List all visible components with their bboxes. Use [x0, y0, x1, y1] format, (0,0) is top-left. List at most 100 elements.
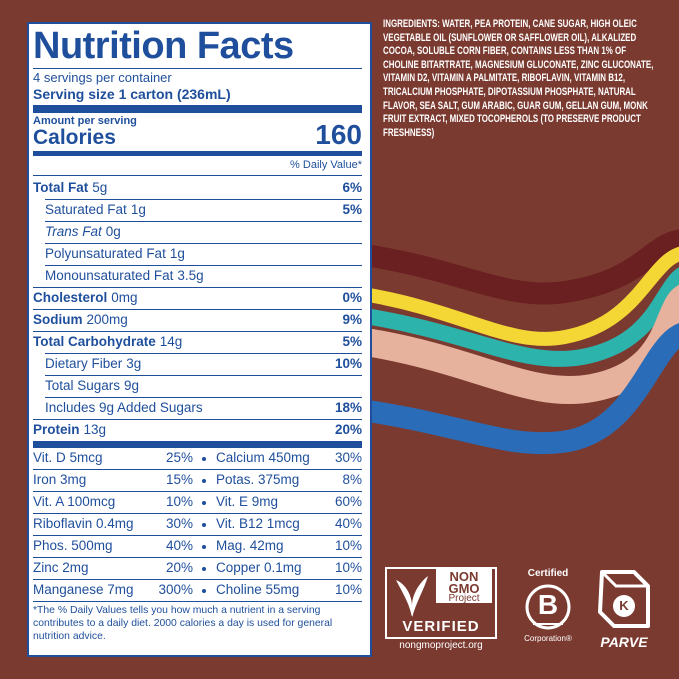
nutrient-name: Polyunsaturated Fat	[45, 246, 166, 261]
nutrient-row: Includes 9g Added Sugars	[45, 397, 203, 419]
nutrient-name: Includes 9g Added Sugars	[45, 400, 203, 415]
vitamin-daily-value: 10%	[334, 538, 362, 553]
nutrient-amount: 0g	[105, 224, 121, 239]
vitamin-name: Mag. 42mg	[216, 538, 284, 553]
nutrient-daily-value: 20%	[334, 422, 362, 437]
amount-per-serving: Amount per serving	[33, 115, 137, 127]
calories-label: Calories	[33, 126, 116, 149]
calories-value: 160	[315, 119, 362, 150]
ingredients: INGREDIENTS: WATER, PEA PROTEIN, CANE SU…	[383, 18, 654, 139]
non-gmo-line3: Project	[448, 593, 480, 604]
nutrient-daily-value: 5%	[342, 202, 362, 217]
nutrient-row: Dietary Fiber 3g	[45, 353, 141, 375]
vitamin-daily-value: 15%	[165, 472, 193, 487]
nutrient-name: Total Carbohydrate	[33, 334, 156, 349]
vitamin-daily-value: 25%	[165, 450, 193, 465]
rule	[33, 601, 362, 602]
vitamin-name: Iron 3mg	[33, 472, 87, 487]
rule	[33, 469, 362, 470]
vitamin-daily-value: 30%	[334, 450, 362, 465]
serving-size: Serving size 1 carton (236mL)	[33, 86, 231, 102]
rule	[33, 151, 362, 156]
nutrient-daily-value: 5%	[342, 334, 362, 349]
rule	[33, 331, 362, 332]
non-gmo-line1: NON	[449, 569, 479, 584]
kosher-symbol	[598, 570, 650, 628]
vitamin-daily-value: 20%	[165, 560, 193, 575]
nutrient-daily-value: 18%	[334, 400, 362, 415]
separator-dot	[202, 567, 206, 571]
rule	[33, 105, 362, 113]
nutrient-name: Protein	[33, 422, 80, 437]
nutrient-name: Trans Fat	[45, 224, 102, 239]
nutrient-row: Total Carbohydrate 14g	[33, 331, 182, 353]
vitamin-daily-value: 40%	[165, 538, 193, 553]
rule	[45, 397, 362, 398]
nutrient-row: Monounsaturated Fat 3.5g	[45, 265, 204, 287]
nutrient-amount: 1g	[169, 246, 185, 261]
vitamin-name: Potas. 375mg	[216, 472, 300, 487]
separator-dot	[202, 457, 206, 461]
non-gmo-line2: GMO	[448, 581, 480, 596]
rule	[33, 491, 362, 492]
nutrient-daily-value: 10%	[334, 356, 362, 371]
rule	[33, 579, 362, 580]
nutrient-name: Saturated Fat	[45, 202, 127, 217]
nutrient-row: Polyunsaturated Fat 1g	[45, 243, 185, 265]
nutrient-amount: 5g	[92, 180, 108, 195]
nutrient-row: Protein 13g	[33, 419, 106, 441]
rule	[33, 68, 362, 69]
rule	[33, 513, 362, 514]
vitamin-daily-value: 10%	[334, 560, 362, 575]
nutrient-amount: 0mg	[111, 290, 138, 305]
separator-dot	[202, 589, 206, 593]
kosher-letter: K	[619, 598, 629, 613]
vitamin-name: Copper 0.1mg	[216, 560, 302, 575]
nutrient-name: Total Sugars	[45, 378, 121, 393]
nutrient-daily-value: 0%	[342, 290, 362, 305]
vitamin-name: Vit. D 5mcg	[33, 450, 103, 465]
non-gmo-verified: VERIFIED	[402, 618, 480, 635]
nutrient-amount: 1g	[130, 202, 146, 217]
nutrient-row: Sodium 200mg	[33, 309, 128, 331]
nutrient-name: Cholesterol	[33, 290, 108, 305]
nutrient-name: Total Fat	[33, 180, 89, 195]
non-gmo-label-box	[436, 569, 492, 603]
daily-value-header: % Daily Value*	[290, 159, 362, 171]
non-gmo-url: nongmoproject.org	[399, 640, 483, 651]
nutrient-amount: 200mg	[86, 312, 128, 327]
vitamin-name: Calcium 450mg	[216, 450, 310, 465]
vitamin-name: Vit. A 100mcg	[33, 494, 116, 509]
rule	[45, 221, 362, 222]
nutrient-daily-value: 6%	[342, 180, 362, 195]
rule	[33, 535, 362, 536]
vitamin-daily-value: 10%	[165, 494, 193, 509]
rule	[45, 353, 362, 354]
vitamin-name: Phos. 500mg	[33, 538, 113, 553]
nutrient-amount: 14g	[159, 334, 183, 349]
nutrient-name: Monounsaturated Fat	[45, 268, 174, 283]
nutrient-row: Cholesterol 0mg	[33, 287, 138, 309]
butterfly-icon	[396, 576, 428, 619]
rule	[45, 375, 362, 376]
nutrient-row: Saturated Fat 1g	[45, 199, 146, 221]
vitamin-daily-value: 30%	[165, 516, 193, 531]
nutrient-name: Sodium	[33, 312, 83, 327]
rule	[33, 309, 362, 310]
vitamin-name: Riboflavin 0.4mg	[33, 516, 134, 531]
b-corp-circle	[525, 584, 571, 630]
b-corp-letter: B	[537, 589, 559, 620]
nutrition-panel	[27, 22, 372, 657]
rule	[33, 175, 362, 176]
separator-dot	[202, 479, 206, 483]
nutrient-amount: 3g	[126, 356, 142, 371]
kosher-label: PARVE	[600, 634, 648, 650]
nutrient-name: Dietary Fiber	[45, 356, 123, 371]
vitamin-daily-value: 40%	[334, 516, 362, 531]
nutrient-daily-value: 9%	[342, 312, 362, 327]
separator-dot	[202, 545, 206, 549]
nutrient-amount: 9g	[124, 378, 140, 393]
rule	[45, 265, 362, 266]
rule	[33, 557, 362, 558]
